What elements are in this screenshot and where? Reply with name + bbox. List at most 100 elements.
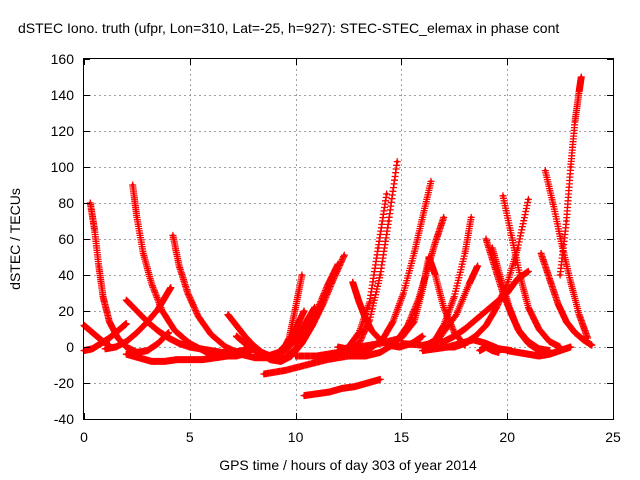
y-tick-label: 60 [58,231,74,247]
y-tick-label: 120 [51,123,75,139]
data-point [505,282,509,286]
data-point [495,305,499,309]
y-tick-labels: -40 -20 0 20 40 60 80 100 120 140 160 [51,51,75,427]
data-point [124,340,128,344]
data-point [167,331,171,335]
data-point [99,341,103,345]
data-point [120,325,124,329]
data-point [516,350,520,354]
series-arc [488,244,553,355]
data-series [80,73,596,400]
data-point [543,169,547,173]
data-point [137,356,141,360]
data-point [378,273,382,277]
data-point [336,350,340,354]
data-point [569,165,573,169]
data-point [564,320,569,324]
data-point [437,336,442,340]
data-point [327,390,332,394]
data-point [141,251,145,255]
data-point [376,246,380,250]
data-point [357,331,361,335]
data-point [433,273,437,277]
data-point [490,349,494,353]
axis-ticks [84,59,614,420]
data-point [442,215,446,219]
data-point [539,251,543,255]
data-point [226,313,230,317]
data-point [501,194,505,198]
data-point [200,358,205,362]
data-point [547,277,552,281]
data-point [452,295,456,299]
data-point [537,354,541,358]
data-point [325,284,329,288]
data-point [300,273,304,277]
data-point [370,329,374,333]
data-point [302,323,306,327]
data-point [478,349,482,353]
data-point [167,336,171,340]
data-point [526,269,531,273]
data-point [198,347,202,351]
data-point [469,215,473,219]
data-point [103,347,107,351]
data-point [507,305,511,309]
data-point [429,179,433,183]
y-tick-label: 80 [58,195,74,211]
data-point [385,192,389,196]
data-point [196,314,200,318]
series-arc [476,343,503,356]
data-point [169,286,173,290]
data-point [452,334,456,338]
data-point [304,331,308,335]
series-arc [419,262,482,351]
data-point [363,354,367,358]
data-point [387,219,391,223]
series-arc [268,271,306,364]
data-point [577,313,581,317]
data-point [556,302,560,306]
y-tick-label: 140 [51,87,75,103]
data-point [471,338,475,342]
data-point [351,280,355,284]
data-point [590,343,594,347]
series-arc [537,249,596,349]
data-point [114,345,118,349]
data-point [526,340,531,344]
data-point [262,372,266,376]
data-point [484,323,488,327]
data-point [499,277,503,281]
data-point [342,253,346,257]
series-arc [122,347,253,365]
data-point [294,327,298,331]
data-point [287,336,291,340]
data-point [145,349,150,353]
data-point [156,341,160,345]
data-point [336,345,340,349]
data-point [463,251,467,255]
series-arc [101,284,175,353]
data-point [526,197,531,201]
data-point [135,215,139,219]
data-point [294,338,298,342]
data-point [93,228,97,232]
plus-markers [101,284,175,353]
data-point [421,349,425,353]
plus-markers [556,73,585,279]
data-point [484,237,488,241]
data-point [124,345,128,349]
data-point [131,183,135,187]
data-point [294,305,298,309]
data-point [101,295,105,299]
data-point [421,287,425,291]
data-point [150,282,154,286]
chart-title: dSTEC Iono. truth (ufpr, Lon=310, Lat=-2… [18,20,559,36]
data-point [365,381,370,385]
data-point [412,320,416,324]
data-point [509,349,513,353]
data-point [446,345,450,349]
data-point [558,273,562,277]
data-point [209,349,213,353]
data-point [442,305,446,309]
